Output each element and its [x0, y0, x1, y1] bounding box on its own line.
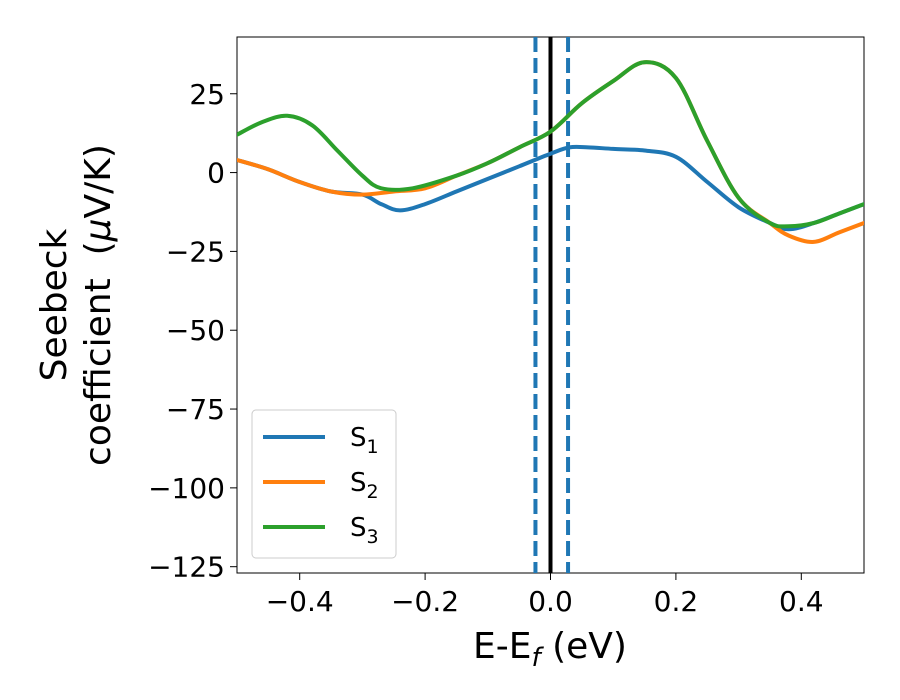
- legend-label-s1: S1: [350, 423, 379, 458]
- y-tick-label: 25: [189, 78, 225, 111]
- y-tick-label: −75: [166, 393, 225, 426]
- x-tick-label: −0.2: [391, 585, 459, 618]
- y-tick-label: 0: [207, 157, 225, 190]
- y-axis-title-line2: coefficient (μV/K): [78, 144, 119, 466]
- x-tick-label: 0.0: [528, 585, 573, 618]
- legend: S1 S2 S3: [251, 409, 397, 559]
- series-line-s3: [237, 60, 864, 229]
- y-axis-title-line1: Seebeck: [34, 228, 75, 381]
- fermi-reference-lines: [533, 37, 571, 573]
- legend-label-s2: S2: [350, 468, 379, 503]
- legend-label-s3: S3: [350, 513, 379, 548]
- series-lines: [237, 60, 864, 244]
- y-tick-label: −100: [148, 472, 225, 505]
- x-tick-label: 0.2: [654, 585, 699, 618]
- x-axis-title: E-Ef (eV): [473, 626, 627, 673]
- x-tick-label: −0.4: [266, 585, 334, 618]
- y-tick-label: −25: [166, 235, 225, 268]
- y-tick-label: −125: [148, 551, 225, 584]
- x-axis-ticks: −0.4 −0.2 0.0 0.2 0.4: [266, 573, 824, 618]
- y-axis-ticks: 25 0 −25 −50 −75 −100 −125: [148, 78, 237, 584]
- x-tick-label: 0.4: [779, 585, 824, 618]
- y-axis-title: Seebeck coefficient (μV/K): [34, 144, 119, 466]
- y-tick-label: −50: [166, 314, 225, 347]
